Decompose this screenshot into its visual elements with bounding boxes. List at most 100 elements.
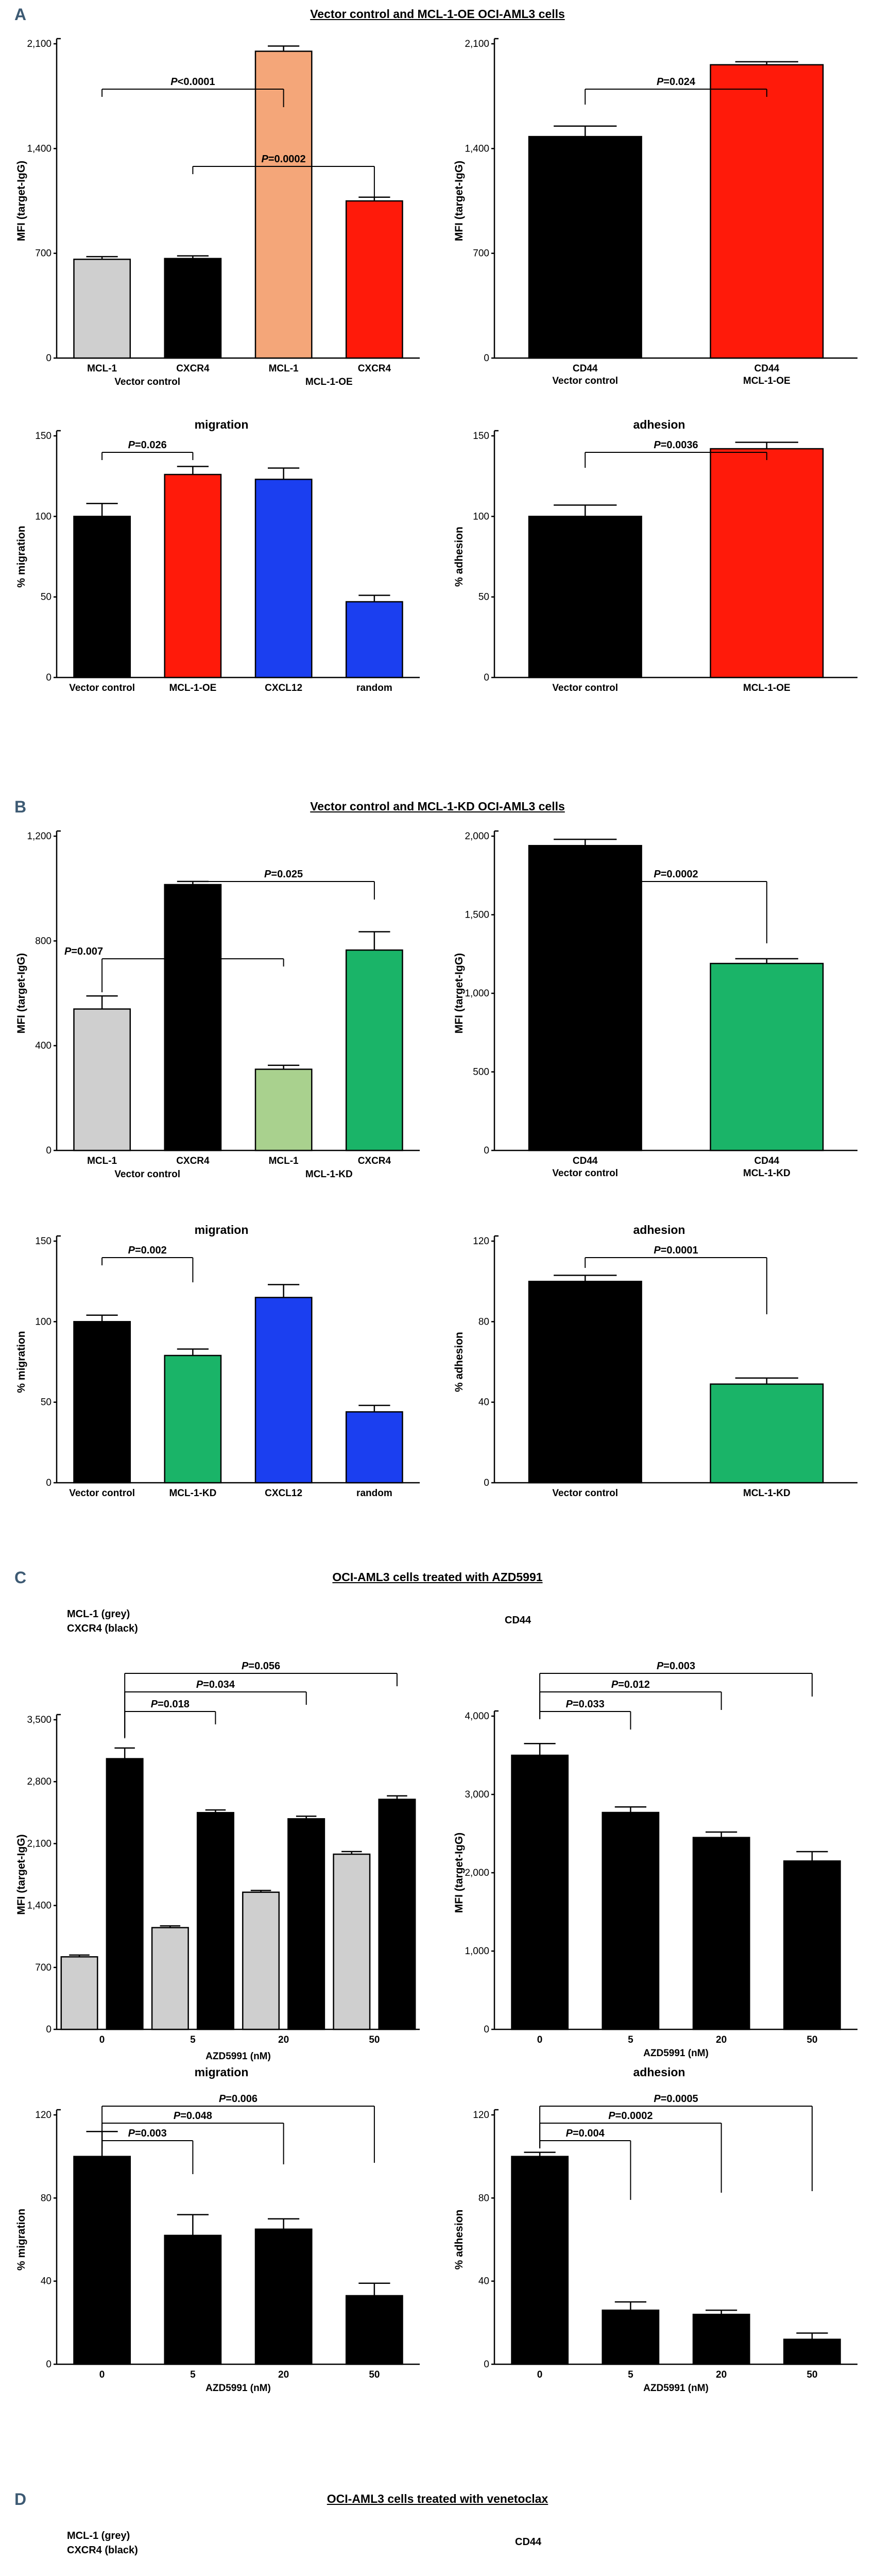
- svg-text:Vector control: Vector control: [552, 1168, 618, 1179]
- svg-text:1,200: 1,200: [27, 831, 52, 842]
- svg-text:Vector control: Vector control: [552, 683, 618, 693]
- svg-text:20: 20: [716, 2035, 727, 2045]
- svg-text:1,400: 1,400: [27, 1901, 52, 1911]
- svg-text:MFI (target-IgG): MFI (target-IgG): [453, 1833, 465, 1913]
- svg-text:2,100: 2,100: [27, 39, 52, 49]
- svg-text:Vector control: Vector control: [552, 1488, 618, 1499]
- svg-text:0: 0: [99, 2369, 105, 2380]
- svg-text:% adhesion: % adhesion: [453, 1332, 465, 1392]
- svg-text:migration: migration: [195, 1223, 249, 1236]
- svg-text:MCL-1-KD: MCL-1-KD: [169, 1488, 216, 1499]
- svg-text:MCL-1-OE: MCL-1-OE: [743, 683, 791, 693]
- svg-text:P=0.003: P=0.003: [657, 1660, 695, 1672]
- svg-text:0: 0: [484, 1478, 489, 1488]
- svg-text:P=0.056: P=0.056: [242, 1660, 280, 1672]
- svg-text:1,000: 1,000: [465, 988, 489, 999]
- svg-text:% adhesion: % adhesion: [453, 527, 465, 587]
- svg-text:% migration: % migration: [15, 526, 27, 587]
- svg-text:P=0.007: P=0.007: [64, 946, 103, 957]
- svg-text:1,000: 1,000: [465, 1946, 489, 1957]
- svg-text:CXCL12: CXCL12: [265, 1488, 302, 1499]
- svg-text:2,000: 2,000: [465, 1868, 489, 1878]
- svg-text:AZD5991 (nM): AZD5991 (nM): [643, 2383, 709, 2394]
- svg-text:0: 0: [484, 2024, 489, 2035]
- svg-text:0: 0: [99, 2035, 105, 2045]
- svg-text:P=0.0001: P=0.0001: [654, 1245, 698, 1256]
- svg-text:2,800: 2,800: [27, 1776, 52, 1787]
- svg-text:0: 0: [46, 1145, 52, 1156]
- svg-text:MFI (target-IgG): MFI (target-IgG): [453, 953, 465, 1033]
- svg-text:0: 0: [46, 1478, 52, 1488]
- svg-text:100: 100: [35, 1316, 52, 1327]
- svg-text:Vector control: Vector control: [114, 1169, 180, 1180]
- svg-text:50: 50: [41, 1397, 52, 1408]
- svg-text:3,500: 3,500: [27, 1715, 52, 1725]
- svg-text:50: 50: [807, 2369, 817, 2380]
- svg-text:0: 0: [46, 2024, 52, 2035]
- svg-text:P=0.0002: P=0.0002: [261, 154, 305, 165]
- svg-text:700: 700: [35, 1962, 52, 1973]
- svg-text:AZD5991 (nM): AZD5991 (nM): [205, 2051, 271, 2062]
- svg-text:MCL-1-KD: MCL-1-KD: [305, 1169, 353, 1180]
- svg-text:MCL-1-OE: MCL-1-OE: [169, 683, 216, 693]
- svg-text:CXCR4: CXCR4: [176, 1156, 210, 1166]
- svg-text:adhesion: adhesion: [633, 2065, 685, 2079]
- svg-text:P=0.0002: P=0.0002: [608, 2110, 653, 2122]
- svg-text:migration: migration: [195, 2065, 249, 2079]
- svg-text:AZD5991 (nM): AZD5991 (nM): [205, 2383, 271, 2394]
- svg-text:Vector control: Vector control: [114, 377, 180, 387]
- svg-text:P=0.034: P=0.034: [196, 1679, 235, 1690]
- svg-text:MCL-1: MCL-1: [87, 363, 117, 374]
- svg-text:adhesion: adhesion: [633, 418, 685, 431]
- svg-text:% adhesion: % adhesion: [453, 2210, 465, 2270]
- svg-text:5: 5: [190, 2035, 196, 2045]
- svg-text:700: 700: [35, 248, 52, 259]
- svg-text:migration: migration: [195, 418, 249, 431]
- svg-text:2,000: 2,000: [465, 831, 489, 842]
- svg-text:MCL-1-OE: MCL-1-OE: [743, 376, 791, 386]
- svg-text:P=0.0002: P=0.0002: [654, 869, 698, 880]
- svg-text:MCL-1-OE: MCL-1-OE: [305, 377, 353, 387]
- svg-text:% migration: % migration: [15, 1331, 27, 1393]
- svg-text:4,000: 4,000: [465, 1711, 489, 1722]
- svg-text:0: 0: [484, 1145, 489, 1156]
- svg-text:20: 20: [278, 2035, 289, 2045]
- svg-text:0: 0: [46, 2359, 52, 2370]
- svg-text:50: 50: [369, 2035, 380, 2045]
- svg-text:CD44: CD44: [754, 363, 780, 374]
- svg-text:150: 150: [473, 431, 489, 442]
- svg-text:P=0.0036: P=0.0036: [654, 439, 698, 451]
- svg-text:Vector control: Vector control: [552, 376, 618, 386]
- svg-text:P=0.002: P=0.002: [128, 1245, 167, 1256]
- svg-text:3,000: 3,000: [465, 1789, 489, 1800]
- svg-text:P=0.003: P=0.003: [128, 2128, 167, 2139]
- svg-text:40: 40: [478, 1397, 489, 1408]
- svg-text:Vector control: Vector control: [69, 1488, 135, 1499]
- svg-text:CD44: CD44: [754, 1156, 780, 1166]
- svg-text:50: 50: [807, 2035, 817, 2045]
- svg-text:0: 0: [484, 672, 489, 683]
- svg-text:CXCR4: CXCR4: [358, 1156, 391, 1166]
- svg-text:adhesion: adhesion: [633, 1223, 685, 1236]
- svg-text:100: 100: [35, 511, 52, 522]
- svg-text:P=0.0005: P=0.0005: [654, 2093, 698, 2105]
- svg-text:MCL-1: MCL-1: [269, 1156, 299, 1166]
- svg-text:20: 20: [716, 2369, 727, 2380]
- svg-text:P=0.018: P=0.018: [151, 1699, 190, 1710]
- svg-text:MFI (target-IgG): MFI (target-IgG): [15, 953, 27, 1033]
- svg-text:2,100: 2,100: [27, 1838, 52, 1849]
- svg-text:150: 150: [35, 1236, 52, 1247]
- svg-text:120: 120: [473, 1236, 489, 1247]
- svg-text:P=0.024: P=0.024: [657, 76, 696, 88]
- svg-text:50: 50: [369, 2369, 380, 2380]
- svg-text:700: 700: [473, 248, 489, 259]
- svg-text:P=0.012: P=0.012: [611, 1679, 650, 1690]
- svg-text:20: 20: [278, 2369, 289, 2380]
- svg-text:400: 400: [35, 1041, 52, 1052]
- svg-text:40: 40: [41, 2276, 52, 2287]
- svg-text:MCL-1: MCL-1: [87, 1156, 117, 1166]
- svg-text:80: 80: [41, 2193, 52, 2204]
- svg-text:80: 80: [478, 1316, 489, 1327]
- svg-text:5: 5: [628, 2369, 633, 2380]
- svg-text:P=0.006: P=0.006: [219, 2093, 258, 2105]
